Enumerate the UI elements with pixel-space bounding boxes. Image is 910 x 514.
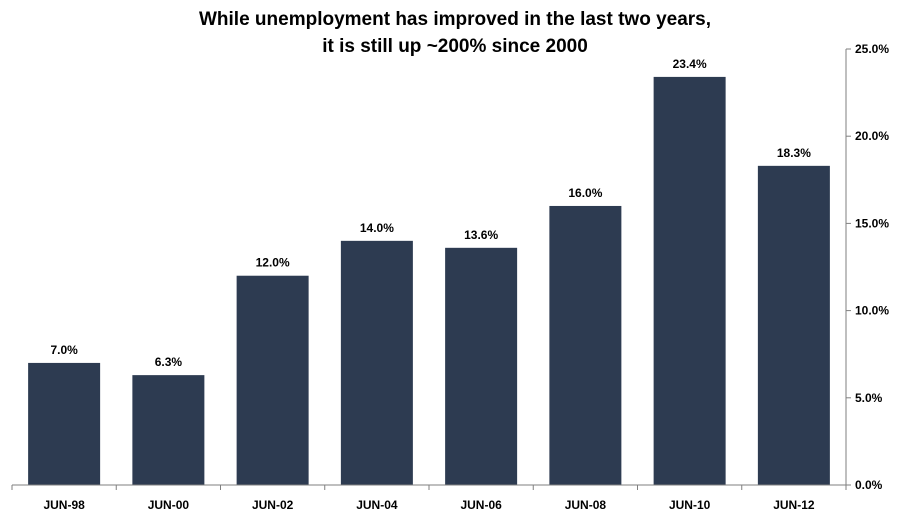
y-tick-label: 25.0% [855,42,889,56]
x-tick-label: JUN-06 [460,498,502,512]
bar-jun-04 [340,240,413,485]
x-tick-label: JUN-98 [43,498,85,512]
y-tick-label: 0.0% [855,478,883,492]
chart-title: While unemployment has improved in the l… [0,6,910,60]
bar-jun-02 [236,275,309,485]
x-axis: JUN-98 JUN-00 JUN-02 JUN-04 JUN-06 JUN-08 JUN-… [11,484,847,512]
x-tick-label: JUN-12 [773,498,815,512]
value-label: 23.4% [673,57,707,71]
y-tick-label: 10.0% [855,304,889,318]
y-axis: 0.0% 5.0% 10.0% 15.0% 20.0% 25.0% [845,42,889,492]
bar-jun-10 [653,76,726,486]
chart-title-line-2: it is still up ~200% since 2000 [322,36,588,57]
value-label: 12.0% [256,256,290,270]
bar-jun-98 [28,362,101,485]
chart-title-line-1: While unemployment has improved in the l… [198,9,712,30]
value-label: 16.0% [568,186,602,200]
value-label: 6.3% [155,355,183,369]
bar-jun-00 [132,375,205,485]
bar-jun-06 [445,247,518,485]
value-labels-layer: 7.0% 6.3% 12.0% 14.0% 13.6% 16.0% 23.4% 18.3% [50,57,811,369]
bar-jun-08 [549,205,622,485]
x-tick-label: JUN-04 [356,498,398,512]
x-tick-label: JUN-10 [669,498,711,512]
bar-jun-12 [757,165,830,485]
x-tick-label: JUN-00 [148,498,190,512]
value-label: 13.6% [464,228,498,242]
value-label: 18.3% [777,146,811,160]
y-tick-label: 20.0% [855,129,889,143]
y-tick-label: 15.0% [855,216,889,230]
y-tick-label: 5.0% [855,391,883,405]
x-tick-label: JUN-08 [565,498,607,512]
value-label: 14.0% [360,221,394,235]
bars-layer [28,76,830,486]
x-tick-label: JUN-02 [252,498,294,512]
value-label: 7.0% [50,343,78,357]
